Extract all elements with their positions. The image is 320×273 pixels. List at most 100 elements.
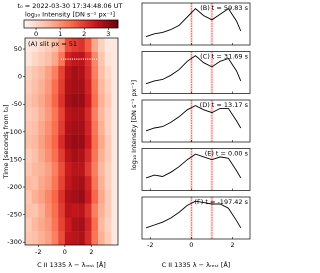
y-tick-label: -250 [7, 211, 22, 219]
heatmap-cell [64, 189, 72, 204]
frame [141, 99, 251, 143]
y-axis-label: log₁₀ Intensity [DN s⁻¹ px⁻¹] [130, 80, 138, 170]
colorbar-cell [63, 20, 67, 28]
frame [141, 2, 251, 46]
heatmap-cell [71, 162, 79, 177]
spectrum-line [145, 105, 242, 132]
heatmap-cell [44, 79, 52, 94]
panel-label: (E) t = 0.00 s [205, 150, 249, 158]
heatmap-cell [111, 107, 119, 121]
heatmap-cell [104, 176, 112, 190]
colorbar-cell [115, 20, 119, 28]
heatmap-cell [25, 162, 32, 177]
heatmap-cell [58, 162, 66, 177]
x-tick-label: 0 [63, 248, 67, 256]
heatmap-cell [111, 65, 119, 80]
colorbar-cell [59, 20, 62, 28]
colorbar-cell [73, 20, 76, 28]
colorbar-cell [103, 20, 107, 28]
heatmap-cell [78, 107, 85, 121]
colorbar-cell [45, 20, 48, 28]
heatmap-cell [84, 203, 92, 218]
colorbar-cell [33, 20, 37, 28]
heatmap-cell [104, 134, 112, 149]
heatmap-cell [84, 38, 92, 52]
heatmap-cell [64, 107, 72, 121]
heatmap-cell [31, 134, 39, 149]
heatmap-cell [25, 51, 32, 66]
heatmap-cell [58, 148, 66, 163]
panel-label: (F) t = -197.42 s [194, 198, 248, 206]
heatmap-cell [98, 38, 105, 52]
heatmap-cell [44, 65, 52, 80]
colorbar-tick-label: 3 [106, 30, 110, 38]
colorbar-cell [113, 20, 116, 28]
heatmap-cell [98, 107, 105, 121]
heatmap-cell [51, 51, 59, 66]
panel-label: (A) slit px = 51 [28, 40, 77, 48]
heatmap-cell [25, 93, 32, 108]
colorbar-cell [52, 20, 55, 28]
heatmap-cell [84, 148, 92, 163]
heatmap-cell [78, 217, 85, 232]
heatmap-cell [64, 203, 72, 218]
heatmap-cell [71, 65, 79, 80]
heatmap-cell [64, 176, 72, 190]
x-tick-label: 2 [89, 248, 93, 256]
heatmap-cell [104, 189, 112, 204]
heatmap-cell [31, 65, 39, 80]
heatmap-cell [84, 93, 92, 108]
colorbar-cell [87, 20, 91, 28]
heatmap-cell [31, 148, 39, 163]
frame [141, 196, 251, 240]
heatmap-cell [104, 203, 112, 218]
heatmap-cell [64, 79, 72, 94]
heatmap-cell [104, 162, 112, 177]
heatmap-cell [58, 79, 66, 94]
heatmap-cell [91, 79, 99, 94]
heatmap-cell [51, 134, 59, 149]
panel-label: (C) t = 31.69 s [200, 53, 248, 61]
heatmap-cell [31, 93, 39, 108]
heatmap-cell [31, 38, 39, 52]
heatmap-cell [91, 217, 99, 232]
heatmap-cell [104, 65, 112, 80]
heatmap-cell [38, 65, 46, 80]
heatmap-cell [51, 162, 59, 177]
colorbar-cell [47, 20, 51, 28]
colorbar-cell [71, 20, 74, 28]
spectrum-line [145, 153, 242, 179]
heatmap-cell [51, 120, 59, 135]
heatmap-cell [98, 51, 105, 66]
heatmap-cell [71, 231, 79, 246]
heatmap-cell [91, 38, 99, 52]
heatmap-cell [111, 176, 119, 190]
heatmap-cell [31, 231, 39, 246]
heatmap-cell [71, 176, 79, 190]
heatmap-cell [84, 79, 92, 94]
heatmap-cell [44, 51, 52, 66]
heatmap-cell [78, 203, 85, 218]
heatmap-cell [71, 148, 79, 163]
colorbar-cell [75, 20, 79, 28]
colorbar-cell [28, 20, 32, 28]
panel-label: (D) t = 13.17 s [200, 101, 249, 109]
colorbar-cell [96, 20, 100, 28]
heatmap-cell [71, 217, 79, 232]
heatmap-cell [51, 217, 59, 232]
colorbar-cell [99, 20, 102, 28]
heatmap-cell [31, 51, 39, 66]
heatmap-cell [91, 134, 99, 149]
heatmap-cell [71, 134, 79, 149]
heatmap-cell [51, 231, 59, 246]
x-axis-label: C II 1335 λ − λᵣₑₛₜ [Å] [162, 260, 231, 269]
heatmap-cell [98, 217, 105, 232]
spectrum-line [145, 200, 242, 229]
heatmap-cell [51, 65, 59, 80]
heatmap-cell [44, 134, 52, 149]
heatmap-cell [44, 189, 52, 204]
heatmap-cell [111, 162, 119, 177]
heatmap-cell [104, 93, 112, 108]
heatmap-cell [64, 231, 72, 246]
